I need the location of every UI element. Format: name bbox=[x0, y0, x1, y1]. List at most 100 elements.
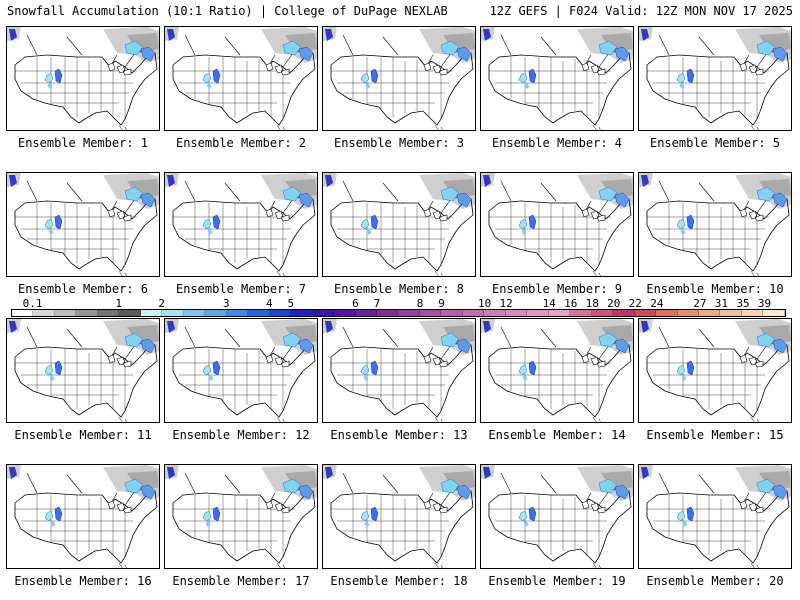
ensemble-member-map-11 bbox=[6, 318, 160, 423]
panel-label: Ensemble Member: 5 bbox=[649, 136, 781, 150]
legend-color-cell bbox=[462, 310, 485, 316]
legend-tick-label: 5 bbox=[287, 297, 295, 310]
panel-label: Ensemble Member: 11 bbox=[14, 428, 152, 442]
panel-label: Ensemble Member: 14 bbox=[488, 428, 626, 442]
panel-label: Ensemble Member: 15 bbox=[646, 428, 784, 442]
legend-tick-label: 22 bbox=[628, 297, 642, 310]
ensemble-member-map-16 bbox=[6, 464, 160, 569]
legend-tick-label: 12 bbox=[499, 297, 513, 310]
ensemble-member-map-1 bbox=[6, 26, 160, 131]
legend-color-cell bbox=[677, 310, 699, 316]
legend-color-cell bbox=[613, 310, 635, 316]
legend-tick-label: 2 bbox=[158, 297, 165, 310]
legend-tick-label: 39 bbox=[757, 297, 772, 310]
panel-label: Ensemble Member: 1 bbox=[17, 136, 149, 150]
legend-color-cell bbox=[741, 310, 764, 316]
legend-color-cell bbox=[33, 310, 55, 316]
legend-color-cell bbox=[183, 310, 206, 316]
ensemble-member-map-5 bbox=[638, 26, 792, 131]
ensemble-member-map-14 bbox=[480, 318, 634, 423]
ensemble-member-map-7 bbox=[164, 172, 318, 277]
panel-label: Ensemble Member: 9 bbox=[491, 282, 623, 296]
legend-labels: 0.1 1 2 3 4 5 6 7 8 9 10 12 14 16 18 20 22 24 27 31 35 39 bbox=[11, 297, 786, 310]
legend-color-cell bbox=[140, 310, 163, 316]
ensemble-member-map-6 bbox=[6, 172, 160, 277]
panel-label: Ensemble Member: 10 bbox=[646, 282, 784, 296]
panel-label: Ensemble Member: 7 bbox=[175, 282, 307, 296]
legend-color-cell bbox=[248, 310, 270, 316]
legend-tick-label: 4 bbox=[266, 297, 273, 310]
legend-color-cell bbox=[205, 310, 227, 316]
panel-label: Ensemble Member: 13 bbox=[330, 428, 468, 442]
legend-tick-label: 31 bbox=[714, 297, 729, 310]
panel-label: Ensemble Member: 12 bbox=[172, 428, 310, 442]
legend-color-cell bbox=[419, 310, 442, 316]
legend-color-cell bbox=[656, 310, 678, 316]
panel-label: Ensemble Member: 8 bbox=[333, 282, 465, 296]
snowfall-color-legend bbox=[11, 309, 786, 317]
ensemble-member-map-17 bbox=[164, 464, 318, 569]
legend-tick-label: 20 bbox=[607, 297, 621, 310]
legend-color-cell bbox=[355, 310, 377, 316]
legend-color-cell bbox=[634, 310, 657, 316]
panel-label: Ensemble Member: 19 bbox=[488, 574, 626, 588]
legend-tick-label: 35 bbox=[736, 297, 750, 310]
legend-tick-label: 14 bbox=[542, 297, 556, 310]
panel-label: Ensemble Member: 17 bbox=[172, 574, 310, 588]
legend-color-cell bbox=[12, 310, 34, 316]
legend-tick-label: 27 bbox=[693, 297, 707, 310]
panel-label: Ensemble Member: 2 bbox=[175, 136, 307, 150]
ensemble-member-map-3 bbox=[322, 26, 476, 131]
legend-tick-label: 8 bbox=[416, 297, 424, 310]
ensemble-member-map-15 bbox=[638, 318, 792, 423]
ensemble-member-map-2 bbox=[164, 26, 318, 131]
ensemble-member-map-20 bbox=[638, 464, 792, 569]
legend-color-cell bbox=[334, 310, 356, 316]
legend-tick-label: 1 bbox=[115, 297, 122, 310]
legend-color-cell bbox=[763, 310, 785, 316]
panel-label: Ensemble Member: 20 bbox=[646, 574, 784, 588]
ensemble-member-map-10 bbox=[638, 172, 792, 277]
legend-color-cell bbox=[119, 310, 141, 316]
legend-color-cell bbox=[76, 310, 98, 316]
legend-tick-label: 24 bbox=[650, 297, 664, 310]
panel-label: Ensemble Member: 6 bbox=[17, 282, 149, 296]
ensemble-member-map-13 bbox=[322, 318, 476, 423]
model-run-info: 12Z GEFS | F024 Valid: 12Z MON NOV 17 20… bbox=[489, 4, 793, 18]
legend-color-cell bbox=[312, 310, 335, 316]
legend-tick-label: 18 bbox=[585, 297, 599, 310]
ensemble-member-map-12 bbox=[164, 318, 318, 423]
panel-label: Ensemble Member: 18 bbox=[330, 574, 468, 588]
ensemble-member-map-18 bbox=[322, 464, 476, 569]
legend-color-cell bbox=[570, 310, 592, 316]
panel-label: Ensemble Member: 3 bbox=[333, 136, 465, 150]
legend-color-cell bbox=[376, 310, 399, 316]
legend-tick-label: 0.1 bbox=[22, 297, 43, 310]
legend-color-cell bbox=[505, 310, 528, 316]
legend-color-cell bbox=[162, 310, 184, 316]
legend-tick-label: 16 bbox=[564, 297, 578, 310]
legend-color-cell bbox=[591, 310, 614, 316]
legend-color-cell bbox=[527, 310, 549, 316]
legend-color-cell bbox=[97, 310, 120, 316]
legend-tick-label: 3 bbox=[222, 297, 230, 310]
ensemble-member-map-4 bbox=[480, 26, 634, 131]
panel-label: Ensemble Member: 16 bbox=[14, 574, 152, 588]
legend-color-cell bbox=[398, 310, 420, 316]
legend-color-cell bbox=[441, 310, 463, 316]
legend-color-cell bbox=[269, 310, 292, 316]
legend-tick-label: 6 bbox=[352, 297, 359, 310]
panel-label: Ensemble Member: 4 bbox=[491, 136, 623, 150]
ensemble-member-map-8 bbox=[322, 172, 476, 277]
ensemble-member-map-9 bbox=[480, 172, 634, 277]
legend-tick-label: 7 bbox=[373, 297, 381, 310]
legend-color-cell bbox=[226, 310, 249, 316]
legend-color-cell bbox=[54, 310, 77, 316]
legend-tick-label: 9 bbox=[438, 297, 445, 310]
legend-tick-label: 10 bbox=[477, 297, 492, 310]
legend-color-cell bbox=[291, 310, 313, 316]
ensemble-member-map-19 bbox=[480, 464, 634, 569]
legend-color-cell bbox=[548, 310, 571, 316]
map-title: Snowfall Accumulation (10:1 Ratio) | Col… bbox=[7, 4, 448, 18]
legend-color-cell bbox=[720, 310, 742, 316]
